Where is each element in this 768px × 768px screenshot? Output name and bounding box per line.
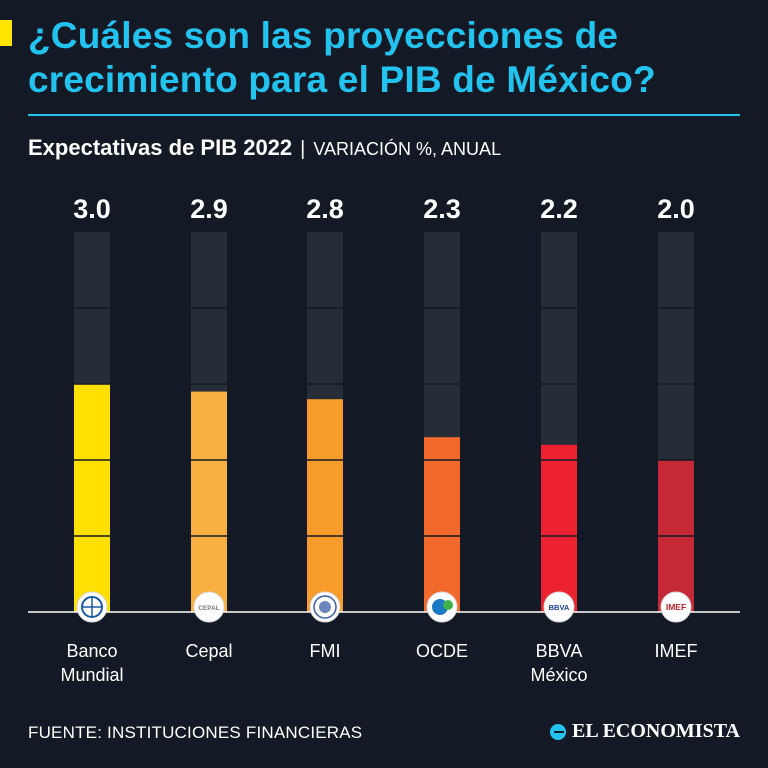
category-label-line: Cepal bbox=[185, 641, 232, 661]
category-label-line: Mundial bbox=[60, 665, 123, 685]
bar-group: 2.0 bbox=[657, 194, 695, 612]
subtitle-main: Expectativas de PIB 2022 bbox=[28, 135, 293, 160]
brand-mark-icon bbox=[550, 723, 566, 740]
bar-group: 3.0 bbox=[73, 194, 111, 612]
category-label: IMEF bbox=[655, 641, 698, 661]
chart-subtitle: Expectativas de PIB 2022 | VARIACIÓN %, AN… bbox=[28, 133, 501, 164]
bar bbox=[74, 384, 110, 612]
bar-group: 2.2 bbox=[540, 194, 578, 612]
bar-group: 2.9 bbox=[190, 194, 228, 612]
data-label: 2.3 bbox=[423, 194, 461, 224]
bar-group: 2.3 bbox=[423, 194, 461, 612]
accent-block bbox=[0, 20, 12, 46]
data-label: 2.8 bbox=[306, 194, 344, 224]
logo-badge bbox=[193, 591, 225, 623]
bar bbox=[307, 399, 343, 612]
oecd-logo bbox=[426, 591, 458, 623]
globe-lines bbox=[82, 597, 102, 617]
data-label: 3.0 bbox=[73, 194, 111, 224]
data-label: 2.2 bbox=[540, 194, 578, 224]
imf-logo bbox=[309, 591, 341, 623]
category-label-line: México bbox=[530, 665, 587, 685]
logo-text: BBVA bbox=[549, 603, 570, 612]
logo-badge bbox=[543, 591, 575, 623]
data-label: 2.0 bbox=[657, 194, 695, 224]
category-label-line: FMI bbox=[310, 641, 341, 661]
seal-center bbox=[319, 601, 331, 613]
category-label-line: IMEF bbox=[655, 641, 698, 661]
logo-text: CEPAL bbox=[198, 605, 220, 612]
category-label: BBVA México bbox=[530, 641, 587, 685]
category-label-line: BBVA bbox=[536, 641, 583, 661]
subtitle-unit: VARIACIÓN %, ANUAL bbox=[313, 139, 502, 159]
brand-logo: EL ECONOMISTA bbox=[550, 720, 740, 743]
cepal-logo: CEPAL bbox=[193, 591, 225, 623]
imef-logo: IMEF bbox=[660, 591, 692, 623]
category-label: FMI bbox=[310, 641, 341, 661]
category-label-line: OCDE bbox=[416, 641, 468, 661]
world-bank-logo bbox=[76, 591, 108, 623]
category-label-line: Banco bbox=[66, 641, 117, 661]
bbva-logo: BBVA bbox=[543, 591, 575, 623]
category-label: Banco Mundial bbox=[60, 641, 123, 685]
source-note: FUENTE: INSTITUCIONES FINANCIERAS bbox=[28, 723, 363, 742]
logo-badge bbox=[660, 591, 692, 623]
bar-group: 2.8 bbox=[306, 194, 344, 612]
oecd-dot bbox=[443, 600, 453, 610]
seal-ring bbox=[313, 595, 337, 619]
brand-name: EL ECONOMISTA bbox=[572, 720, 740, 742]
title-divider bbox=[28, 114, 740, 116]
logo-text: IMEF bbox=[666, 602, 686, 612]
data-label: 2.9 bbox=[190, 194, 228, 224]
page-title: ¿Cuáles son las proyecciones de crecimie… bbox=[28, 15, 656, 100]
category-label: Cepal bbox=[185, 641, 232, 661]
category-label: OCDE bbox=[416, 641, 468, 661]
bar bbox=[541, 444, 577, 612]
subtitle-separator: | bbox=[300, 138, 306, 160]
bar bbox=[424, 437, 460, 612]
bar bbox=[191, 391, 227, 612]
